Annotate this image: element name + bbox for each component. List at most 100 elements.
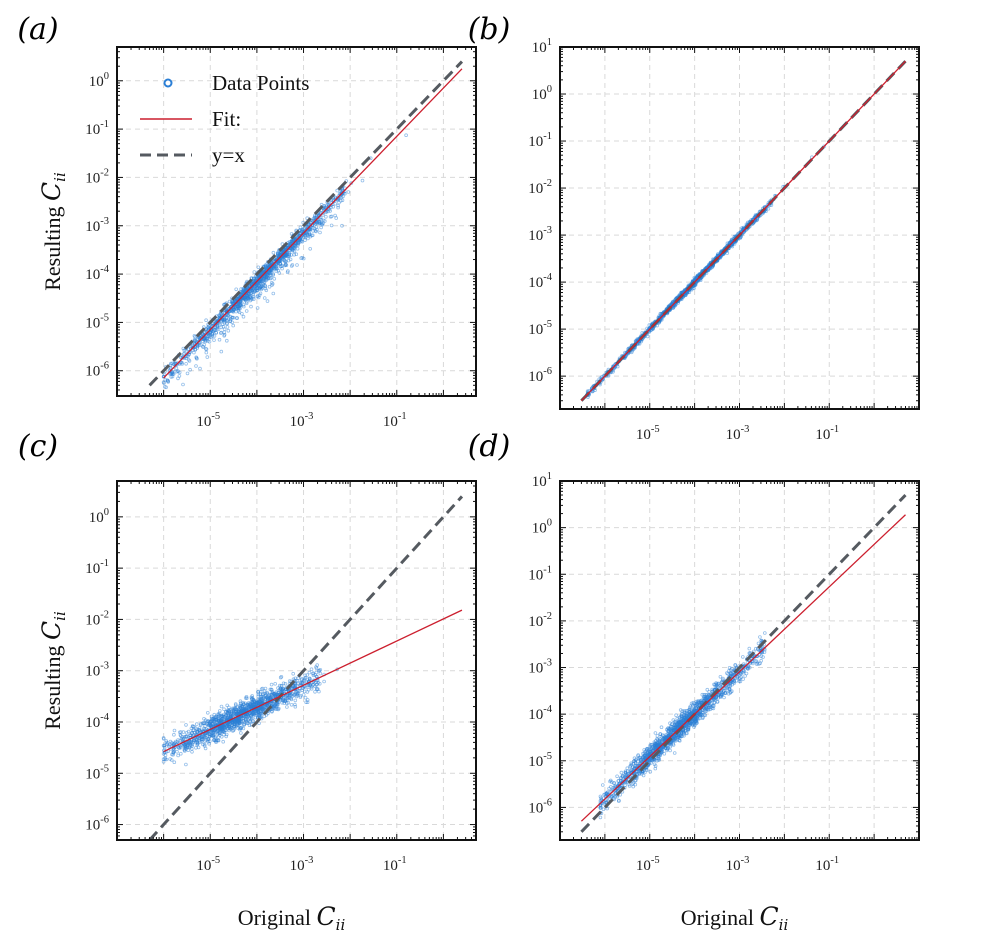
- data-point: [239, 726, 243, 731]
- data-point: [289, 232, 294, 236]
- data-point: [305, 216, 310, 221]
- data-point: [295, 263, 299, 267]
- data-point: [238, 306, 242, 311]
- data-point: [249, 304, 253, 309]
- data-point: [278, 252, 283, 257]
- data-point: [271, 250, 276, 255]
- data-point: [214, 740, 218, 744]
- legend-label: Data Points: [212, 71, 309, 95]
- data-point: [162, 397, 165, 400]
- data-point: [210, 734, 215, 738]
- data-point: [305, 698, 310, 702]
- panel-label: (b): [468, 12, 511, 47]
- data-point: [217, 337, 222, 342]
- data-point: [170, 370, 175, 375]
- data-point: [706, 265, 711, 270]
- data-point: [360, 178, 365, 183]
- data-point: [314, 674, 319, 679]
- data-point: [293, 702, 297, 707]
- data-point: [168, 365, 173, 370]
- data-point: [231, 323, 236, 328]
- data-point: [172, 362, 176, 367]
- data-point: [256, 689, 261, 694]
- data-point: [271, 273, 275, 277]
- data-point: [267, 284, 272, 289]
- data-point: [181, 356, 185, 360]
- y-tick-label: 100: [89, 71, 109, 90]
- data-point: [217, 730, 222, 735]
- data-point: [244, 301, 249, 306]
- data-point: [190, 746, 194, 751]
- data-point: [309, 667, 314, 671]
- data-point: [184, 356, 189, 361]
- data-point: [615, 364, 620, 369]
- data-point: [202, 744, 207, 748]
- data-point: [193, 334, 197, 339]
- data-point: [186, 352, 191, 357]
- data-point: [229, 714, 233, 719]
- data-point: [194, 364, 198, 368]
- data-point: [221, 324, 226, 329]
- data-point: [221, 729, 225, 734]
- data-point: [167, 744, 171, 749]
- panel-c: 10-5 10-3 10-110-610-510-410-310-210-1100(…: [18, 429, 477, 934]
- data-point: [298, 237, 303, 242]
- data-point: [219, 734, 224, 739]
- data-point: [256, 690, 260, 694]
- data-point: [198, 735, 203, 740]
- data-point: [217, 322, 222, 327]
- legend-label: y=x: [212, 143, 245, 167]
- data-point: [306, 687, 311, 692]
- data-point: [250, 712, 255, 716]
- y-tick-label: 10-5: [85, 312, 109, 331]
- data-point: [311, 682, 315, 687]
- data-point: [259, 709, 264, 714]
- data-point: [288, 257, 293, 262]
- data-point: [290, 694, 295, 698]
- data-point: [264, 288, 269, 293]
- data-point: [162, 743, 167, 748]
- plot-frame: [116, 480, 477, 841]
- data-point: [195, 740, 199, 745]
- data-point: [172, 742, 176, 746]
- data-point: [261, 278, 266, 283]
- data-point: [245, 293, 249, 298]
- data-point: [250, 704, 255, 709]
- data-point: [329, 205, 333, 210]
- data-point: [169, 361, 173, 366]
- data-point: [283, 253, 288, 257]
- identity-line: [148, 495, 464, 840]
- data-point: [249, 295, 253, 299]
- data-point: [201, 344, 205, 349]
- data-point: [241, 287, 246, 291]
- data-point: [291, 238, 296, 243]
- data-point: [242, 721, 246, 726]
- data-point: [240, 704, 245, 709]
- data-point: [294, 252, 299, 257]
- data-point: [303, 695, 308, 700]
- data-point: [215, 738, 219, 743]
- data-point: [210, 728, 215, 733]
- data-point: [163, 378, 168, 382]
- data-point: [189, 731, 194, 735]
- data-point: [764, 205, 768, 209]
- data-point: [223, 317, 228, 322]
- data-point: [164, 739, 169, 743]
- data-point: [244, 300, 249, 304]
- data-point: [273, 681, 278, 686]
- data-point: [218, 709, 222, 713]
- data-point: [320, 211, 325, 216]
- data-point: [210, 332, 215, 337]
- data-point: [185, 371, 190, 376]
- data-point: [311, 225, 315, 230]
- data-point: [315, 663, 320, 667]
- data-point: [404, 133, 408, 138]
- y-tick-label: 10-1: [528, 131, 552, 150]
- data-point: [265, 271, 270, 275]
- data-point: [256, 265, 261, 270]
- data-point: [257, 279, 262, 284]
- data-point: [289, 264, 294, 268]
- data-point: [225, 726, 230, 731]
- data-point: [184, 734, 189, 739]
- x-tick-label: 10-5: [636, 424, 660, 443]
